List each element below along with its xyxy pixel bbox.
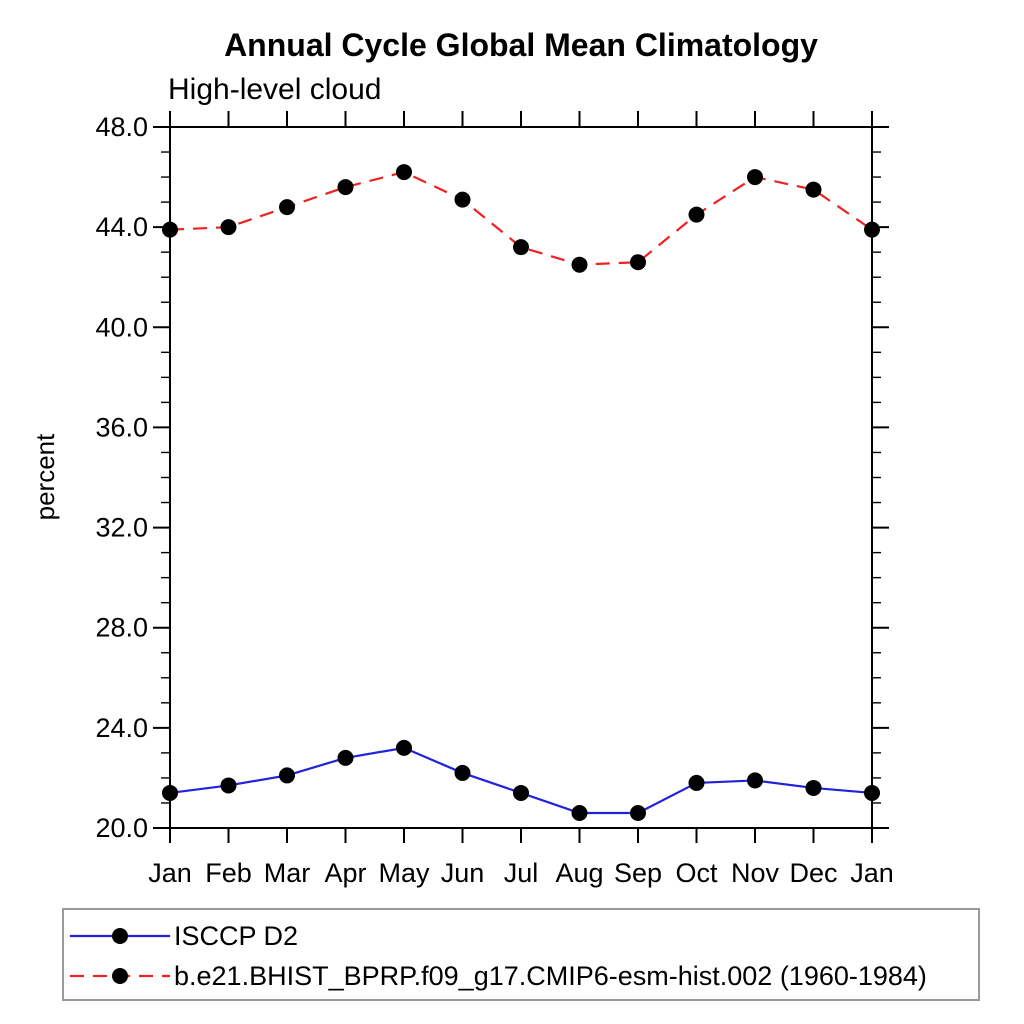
legend-item-model-run: b.e21.BHIST_BPRP.f09_g17.CMIP6-esm-hist.…	[68, 960, 927, 991]
x-axis-tick-label: Jun	[441, 858, 485, 888]
data-point-marker	[220, 219, 237, 236]
data-point-marker	[513, 239, 529, 256]
x-axis-tick-label: Jan	[850, 858, 894, 888]
chart-title: Annual Cycle Global Mean Climatology	[224, 27, 818, 63]
series-line-0	[169, 746, 873, 815]
data-point-marker	[688, 774, 705, 791]
y-axis-tick-label: 24.0	[95, 713, 148, 743]
y-axis-label: percent	[30, 433, 60, 520]
data-point-marker	[396, 739, 412, 756]
filled-circle-marker-icon	[112, 968, 128, 984]
y-axis-tick-label: 28.0	[95, 613, 148, 643]
legend-line-sample-dashed	[70, 968, 170, 984]
x-axis-tick-label: Apr	[324, 858, 366, 888]
data-point-marker	[747, 772, 763, 789]
data-point-marker	[513, 784, 529, 801]
x-axis-tick-label: May	[378, 858, 430, 888]
x-axis-tick-label: Oct	[675, 858, 718, 888]
data-point-marker	[162, 221, 178, 238]
data-point-marker	[571, 804, 588, 821]
data-point-marker	[805, 779, 822, 796]
data-point-marker	[630, 804, 646, 821]
legend-line-sample-solid	[70, 928, 170, 944]
filled-circle-marker-icon	[112, 928, 128, 944]
legend-label-model-run: b.e21.BHIST_BPRP.f09_g17.CMIP6-esm-hist.…	[174, 960, 927, 991]
data-point-marker	[805, 181, 822, 198]
data-point-marker	[337, 179, 354, 196]
x-axis-tick-label: Dec	[789, 858, 837, 888]
data-point-marker	[396, 164, 412, 181]
data-point-marker	[162, 784, 178, 801]
data-point-marker	[454, 191, 471, 208]
x-axis-tick-label: Feb	[205, 858, 252, 888]
data-point-marker	[747, 169, 763, 186]
data-point-marker	[571, 256, 588, 273]
data-point-marker	[337, 749, 354, 766]
data-point-marker	[279, 767, 295, 784]
x-axis-tick-label: Aug	[555, 858, 603, 888]
y-axis-tick-label: 48.0	[95, 112, 148, 142]
x-axis-tick-label: Mar	[264, 858, 311, 888]
legend-label-isccp-d2: ISCCP D2	[174, 920, 299, 951]
y-axis-tick-label: 44.0	[95, 212, 148, 242]
x-axis-tick-label: Sep	[614, 858, 662, 888]
y-axis-tick-label: 32.0	[95, 513, 148, 543]
data-point-marker	[688, 206, 705, 223]
data-point-marker	[864, 784, 880, 801]
plot-frame	[169, 126, 873, 829]
y-axis-tick-label: 20.0	[95, 813, 148, 843]
x-axis-tick-label: Jul	[504, 858, 539, 888]
legend-box: ISCCP D2 b.e21.BHIST_BPRP.f09_g17.CMIP6-…	[62, 908, 980, 1001]
chart-subtitle: High-level cloud	[168, 73, 381, 106]
data-point-marker	[864, 221, 880, 238]
data-point-marker	[279, 199, 295, 216]
x-axis-tick-label: Nov	[731, 858, 780, 888]
x-axis-tick-label: Jan	[148, 858, 192, 888]
y-axis-tick-label: 40.0	[95, 312, 148, 342]
data-point-marker	[220, 777, 237, 794]
y-axis-tick-label: 36.0	[95, 412, 148, 442]
data-point-marker	[454, 764, 471, 781]
legend-item-isccp-d2: ISCCP D2	[68, 920, 299, 951]
data-point-marker	[630, 254, 646, 271]
